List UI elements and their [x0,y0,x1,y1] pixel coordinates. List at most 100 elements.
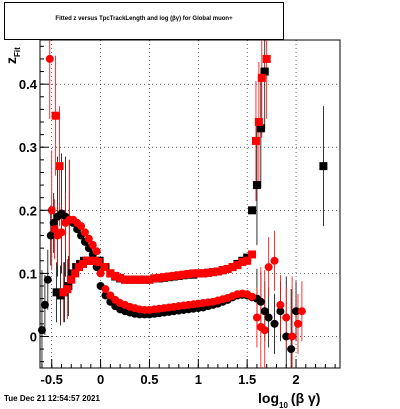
data-point-circle [287,345,296,354]
x-tick-label: 2 [292,372,299,387]
data-point-circle [276,300,285,309]
data-point-square [130,275,139,284]
tick-labels: -0.5 0 0.5 1 1.5 2 0 0.1 0.2 0.3 0.4 [19,77,300,387]
data-point-circle [256,297,265,306]
data-point-square [194,269,203,278]
data-point-square [251,136,260,145]
data-point-square [111,271,120,280]
data-point-circle [92,247,101,256]
data-point-square [145,275,154,284]
data-point-square [51,111,60,120]
data-point-square [257,73,266,82]
data-point-square [218,266,227,275]
data-point-circle [40,300,49,309]
data-point-circle [88,241,97,249]
data-point-square [164,272,173,281]
x-axis-label: log10 (β γ) [258,390,320,409]
y-axis-label: zFit [3,47,22,64]
data-point-circle [50,225,59,234]
data-point-square [208,268,217,277]
data-point-square [94,258,103,267]
data-point-circle [270,319,279,328]
data-point-circle [276,307,285,316]
data-point-circle [264,263,273,272]
x-axis-label-tail: (β γ) [291,390,321,406]
x-tick-label: 1 [195,372,202,387]
data-point-square [174,271,183,280]
data-point-circle [292,307,301,316]
data-point-square [184,270,193,279]
data-point-square [71,269,80,278]
data-point-square [319,162,328,171]
data-point-square [67,275,76,284]
data-point-circle [101,285,110,294]
data-point-square [179,270,188,279]
data-point-square [169,271,178,280]
data-point-square [260,67,269,76]
data-point-square [243,256,252,265]
data-point-square [262,54,271,63]
y-tick-label: 0 [30,329,37,344]
data-point-square [256,124,265,133]
plot-frame [39,39,341,369]
data-point-circle [84,234,93,243]
data-point-circle [43,275,52,284]
data-point-circle [282,332,291,341]
data-point-square [223,264,232,273]
data-point-square [233,261,242,270]
y-tick-label: 0.3 [19,140,37,155]
y-axis-label-sub: Fit [13,47,22,57]
chart-title: Fitted z versus TpcTrackLength and log (… [55,16,233,22]
data-point-square [55,162,64,171]
data-point-square [140,275,149,284]
data-point-square [213,267,222,276]
data-point-square [106,269,115,278]
data-point-circle [45,54,54,63]
data-point-square [228,263,237,272]
data-point-square [125,275,134,284]
data-point-circle [252,313,261,322]
data-point-circle [282,313,291,322]
data-point-circle [260,307,269,316]
data-point-circle [288,332,297,341]
x-axis-label-sub: 10 [279,401,288,409]
data-point-square [160,273,169,282]
data-point-circle [264,313,273,322]
data-point-circle [270,256,279,265]
y-tick-label: 0.1 [19,266,37,281]
data-point-circle [49,218,58,227]
data-point-circle [96,269,105,278]
data-point-square [100,263,109,272]
y-axis-label-main: z [3,57,19,64]
data-point-circle [297,307,306,316]
x-tick-label: 0.5 [140,372,158,387]
data-point-circle [80,228,89,237]
data-point-square [252,181,261,190]
data-point-circle [46,231,55,240]
data-point-square [248,250,257,259]
data-point-square [199,269,208,278]
y-tick-label: 0.2 [19,203,37,218]
data-point-square [155,273,164,282]
data-point-circle [37,326,46,335]
data-point-square [63,285,72,294]
x-tick-label: 0 [97,372,104,387]
data-point-square [121,275,130,284]
data-points [37,54,328,354]
chart-title-box: Fitted z versus TpcTrackLength and log (… [4,2,284,40]
data-point-circle [57,228,66,237]
data-point-square [248,206,257,215]
data-point-square [135,275,144,284]
data-point-square [254,118,263,126]
data-point-square [204,268,213,277]
data-point-square [189,269,198,278]
axis-ticks [40,45,336,368]
data-point-circle [77,222,86,231]
data-point-circle [47,206,56,215]
y-tick-label: 0.4 [19,77,38,92]
data-point-circle [260,326,269,335]
data-point-circle [248,292,257,301]
data-point-circle [293,319,302,328]
data-point-square [150,274,159,283]
